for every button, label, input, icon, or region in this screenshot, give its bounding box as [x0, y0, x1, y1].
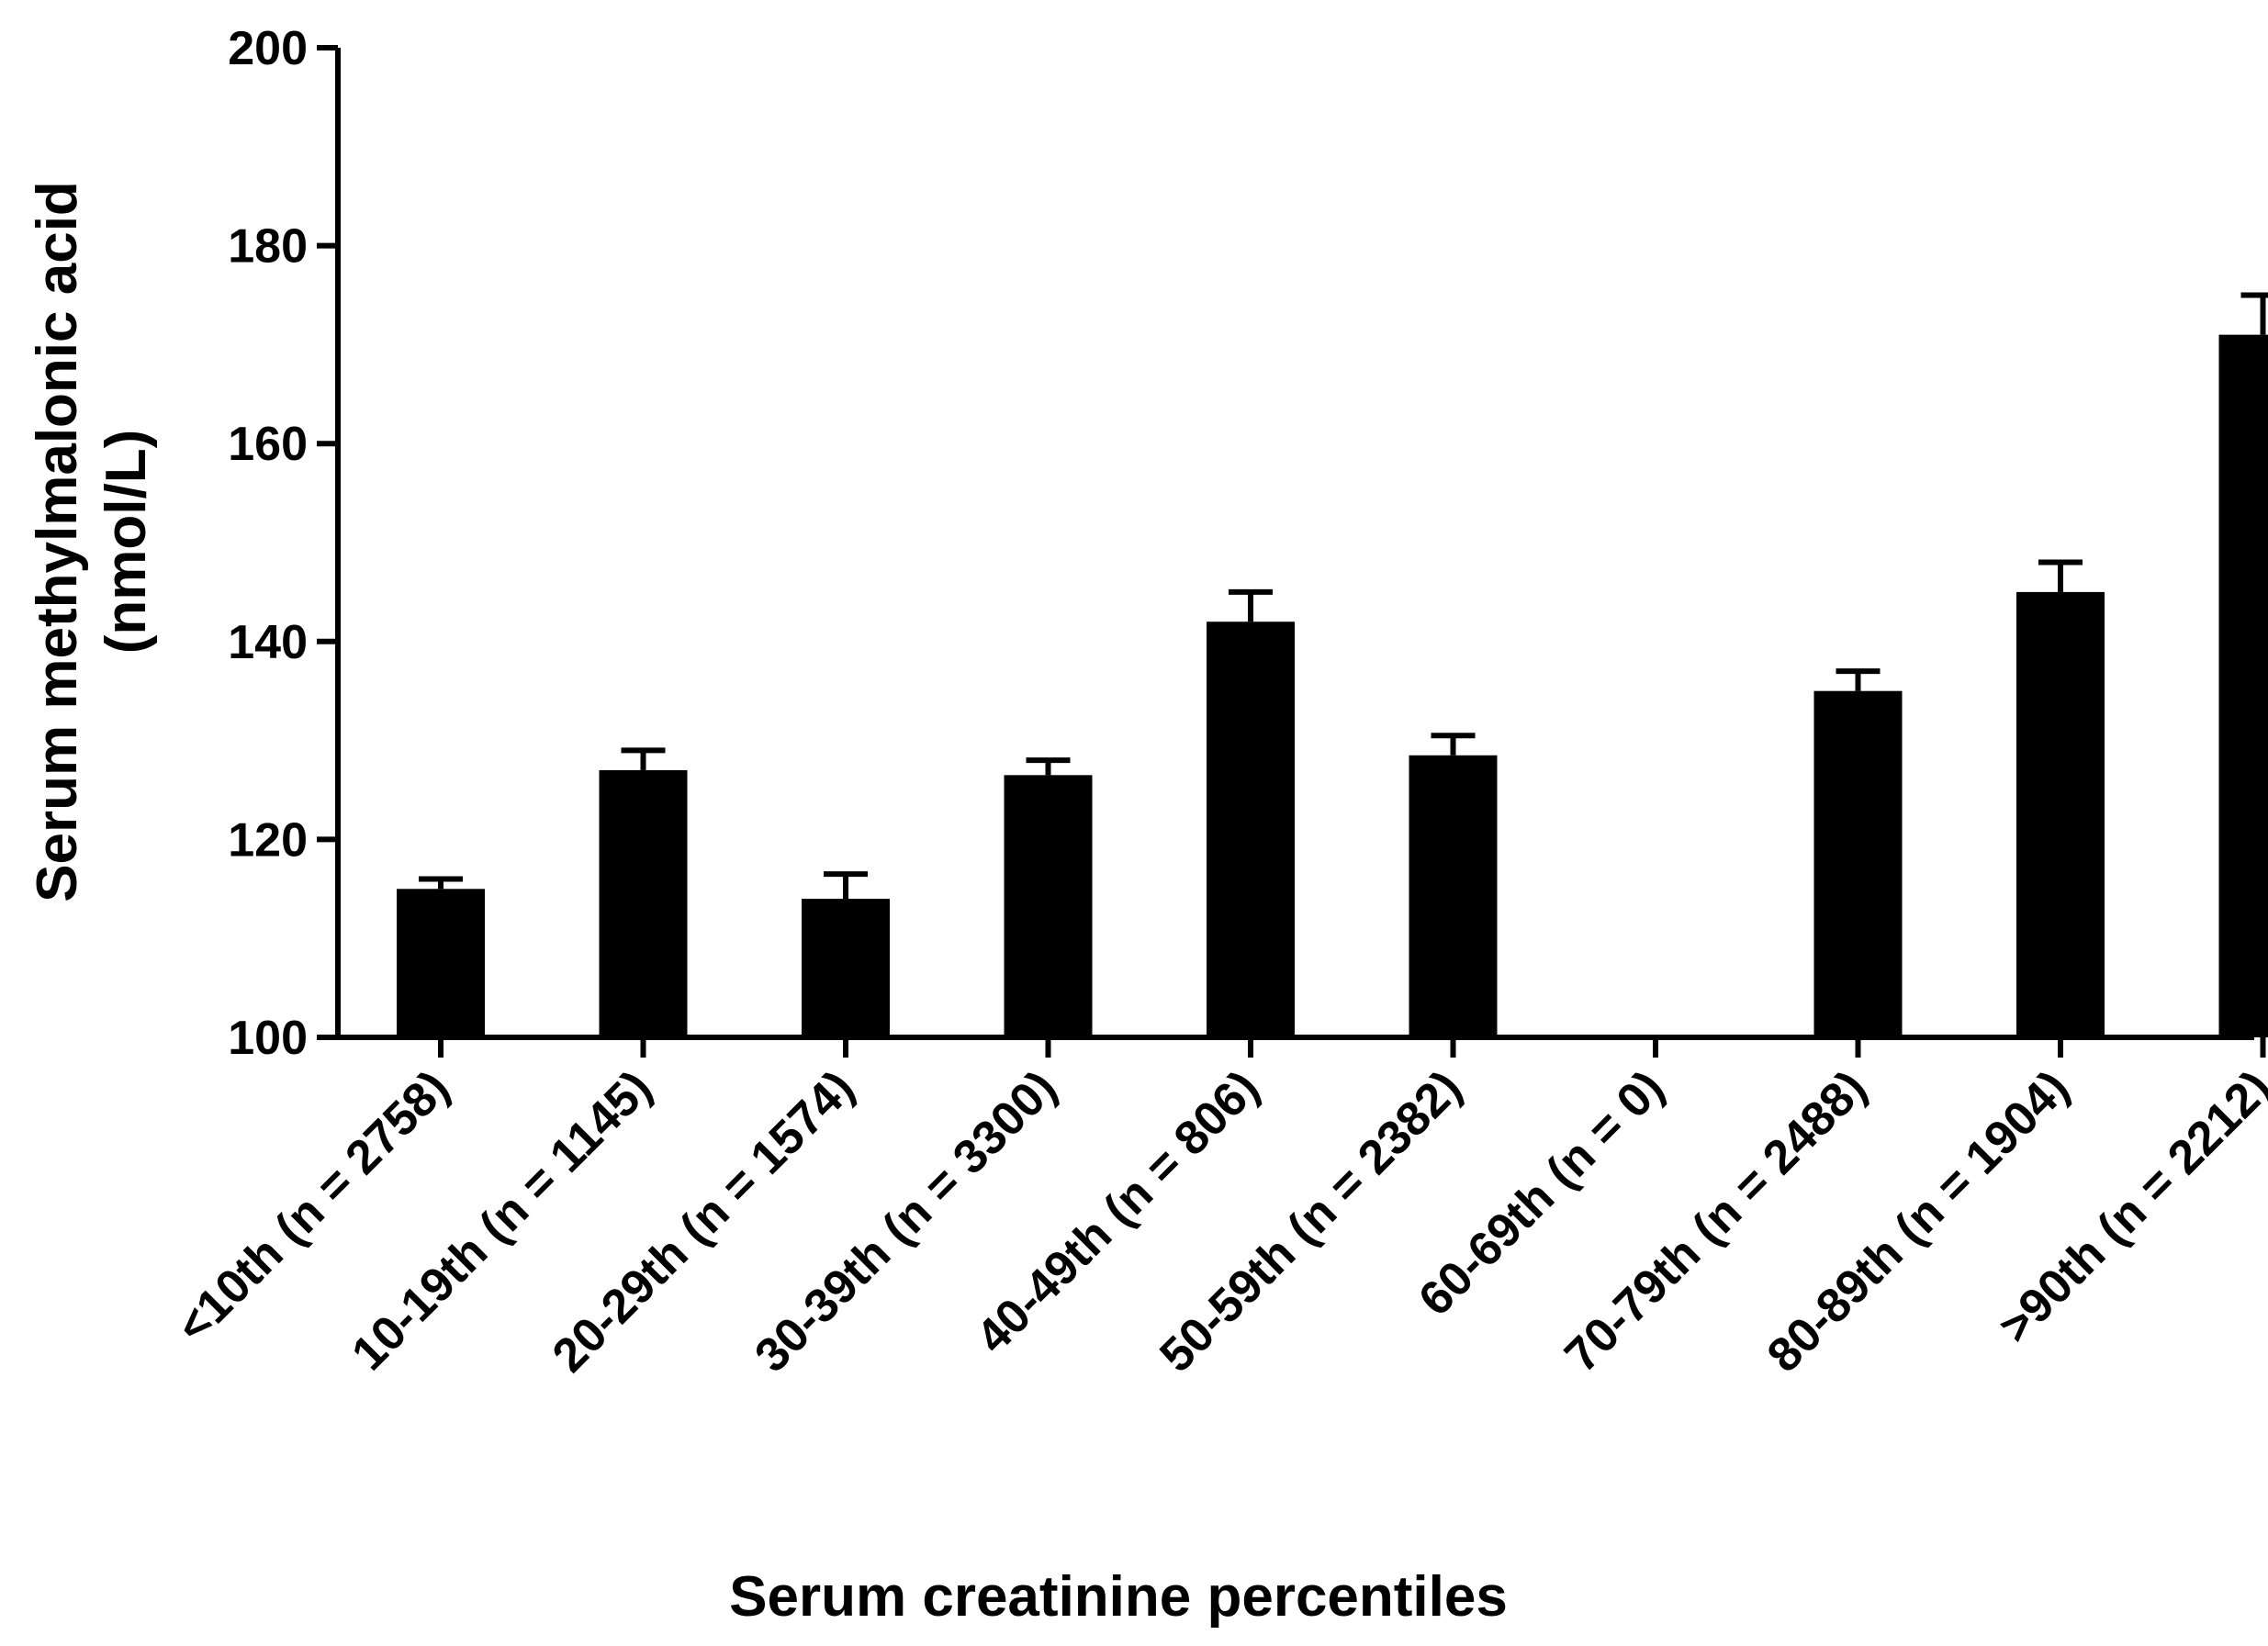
y-tick-label: 100 [228, 1012, 308, 1065]
bar [599, 769, 688, 1037]
bar [1813, 690, 1903, 1037]
bar [1004, 775, 1093, 1037]
bar [397, 889, 485, 1037]
bar [1207, 621, 1295, 1037]
error-bars [419, 292, 2268, 900]
bar [2016, 591, 2105, 1037]
y-tick-label: 140 [228, 616, 308, 669]
error-bar [1431, 733, 1476, 756]
bar [2218, 334, 2268, 1037]
y-tick-label: 200 [228, 22, 308, 75]
bar [802, 899, 890, 1037]
bar [1409, 755, 1498, 1037]
error-bar [2038, 559, 2083, 592]
y-axis-title-line1: Serum methylmalonic acid [26, 181, 89, 902]
error-bar [2240, 292, 2268, 335]
error-bar [824, 871, 868, 900]
error-bar [1836, 668, 1881, 691]
y-tick-label: 180 [228, 220, 308, 274]
error-bar [419, 876, 463, 890]
error-bar [1026, 757, 1071, 776]
y-axis-ticks: 100 120 140 160 180 200 [228, 22, 338, 1065]
error-bar [621, 747, 666, 770]
x-axis-title: Serum creatinine percentiles [729, 1565, 1508, 1629]
y-tick-label: 120 [228, 813, 308, 867]
x-axis-ticks: <10th (n = 2758)10-19th (n = 1145)20-29t… [167, 1037, 2268, 1383]
bars [397, 334, 2268, 1037]
y-tick-label: 160 [228, 418, 308, 471]
error-bar [1229, 588, 1273, 622]
y-axis-title-line2: (nmol/L) [95, 430, 158, 655]
